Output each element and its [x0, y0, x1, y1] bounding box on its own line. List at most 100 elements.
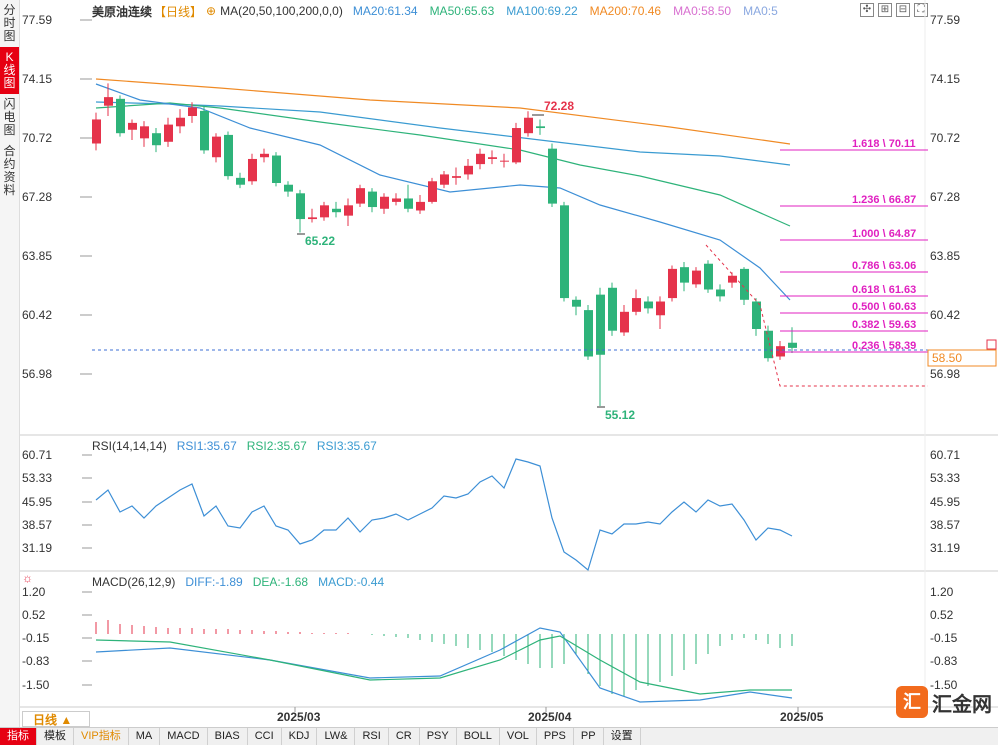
candle-body [596, 294, 605, 355]
crosshair-icon[interactable]: ✣ [860, 3, 874, 17]
fib-label: 1.618 \ 70.11 [852, 138, 916, 150]
candle-body [740, 268, 749, 300]
candle-body [188, 107, 197, 117]
candle-body [644, 301, 653, 309]
rsi-tick-left: 45.95 [22, 495, 52, 509]
rsi-value-1: RSI2:35.67 [246, 439, 307, 453]
rsi-title: RSI(14,14,14) [92, 439, 167, 453]
period-selector[interactable]: 日线 ▲ [22, 711, 90, 727]
candle-body [656, 301, 665, 316]
y-tick-left: 60.42 [22, 308, 52, 322]
zoom-out-icon[interactable]: ⊟ [896, 3, 910, 17]
sidebar-tab-3[interactable]: 合约资料 [3, 144, 16, 197]
candle-body [248, 158, 257, 182]
candle-body [212, 136, 221, 158]
y-tick-right: 67.28 [930, 190, 960, 204]
macd-value-1: DEA:-1.68 [252, 575, 309, 589]
macd-value-2: MACD:-0.44 [318, 575, 385, 589]
indicator-tab-bias[interactable]: BIAS [208, 728, 248, 745]
logo: 汇 汇金网 [896, 686, 992, 718]
logo-mark-icon: 汇 [896, 686, 928, 718]
low-label-2: 55.12 [605, 408, 635, 422]
macd-tick-right: -0.83 [930, 654, 958, 668]
indicator-tab-cci[interactable]: CCI [248, 728, 282, 745]
candle-body [128, 122, 137, 130]
indicator-tab-macd[interactable]: MACD [160, 728, 208, 745]
y-tick-left: 63.85 [22, 249, 52, 263]
indicator-tab-pp[interactable]: PP [574, 728, 604, 745]
candle-body [752, 301, 761, 329]
current-price-box [927, 349, 997, 367]
candle-body [632, 298, 641, 312]
y-tick-left: 56.98 [22, 367, 52, 381]
candle-body [356, 188, 365, 204]
rsi-tick-right: 53.33 [930, 471, 960, 485]
y-tick-right: 56.98 [930, 367, 960, 381]
candle-body [704, 263, 713, 290]
sidebar-tab-0[interactable]: 分时图 [3, 3, 16, 43]
indicator-tab-指标[interactable]: 指标 [0, 728, 37, 745]
fib-label: 0.236 \ 58.39 [852, 340, 916, 352]
indicator-tab-rsi[interactable]: RSI [355, 728, 389, 745]
candle-body [116, 98, 125, 134]
settings-gear-icon[interactable]: ⊕ [206, 4, 217, 18]
candle-body [152, 133, 161, 146]
x-axis-label: 2025/04 [528, 710, 572, 724]
indicator-tab-boll[interactable]: BOLL [457, 728, 500, 745]
indicator-tab-模板[interactable]: 模板 [37, 728, 74, 745]
indicator-tab-psy[interactable]: PSY [420, 728, 457, 745]
candle-body [452, 176, 461, 178]
high-label: 72.28 [544, 99, 574, 113]
candle-body [440, 174, 449, 185]
macd-tick-right: -1.50 [930, 678, 958, 692]
ma-value-2: MA100:69.22 [506, 4, 578, 18]
indicator-tab-ma[interactable]: MA [129, 728, 161, 745]
candle-body [476, 153, 485, 165]
candle-body [524, 117, 533, 134]
candle-body [140, 126, 149, 139]
indicator-tab-kdj[interactable]: KDJ [282, 728, 318, 745]
macd-values: DIFF:-1.89 DEA:-1.68 MACD:-0.44 [185, 575, 384, 589]
chart-area[interactable]: 美原油连续 【日线】 ⊕ MA(20,50,100,200,0,0) MA20:… [20, 0, 998, 727]
candle-body [380, 196, 389, 209]
ma-params: MA(20,50,100,200,0,0) [220, 4, 343, 18]
indicator-tab-vol[interactable]: VOL [500, 728, 537, 745]
candle-body [320, 205, 329, 218]
y-tick-right: 70.72 [930, 131, 960, 145]
indicator-tab-vip指标[interactable]: VIP指标 [74, 728, 129, 745]
macd-legend: MACD(26,12,9) DIFF:-1.89 DEA:-1.68 MACD:-0… [92, 573, 384, 591]
ma-value-5: MA0:5 [743, 4, 778, 18]
ma200-line [95, 78, 791, 145]
kline-chart-svg[interactable]: 77.59 77.59 74.15 74.15 70.72 70.72 67.28 67.28… [20, 0, 998, 727]
main-legend: 美原油连续 【日线】 ⊕ MA(20,50,100,200,0,0) MA20:… [92, 2, 778, 20]
fib-label: 0.786 \ 63.06 [852, 260, 916, 272]
sidebar-tab-2[interactable]: 闪电图 [3, 97, 16, 137]
indicator-tab-cr[interactable]: CR [389, 728, 420, 745]
candle-body [716, 289, 725, 297]
candle-body [404, 198, 413, 209]
candle-body [680, 267, 689, 283]
rsi-tick-right: 45.95 [930, 495, 960, 509]
y-tick-left: 70.72 [22, 131, 52, 145]
candle-body [164, 124, 173, 142]
indicator-tab-lw&[interactable]: LW& [317, 728, 356, 745]
indicator-tab-设置[interactable]: 设置 [604, 728, 641, 745]
y-tick-right: 77.59 [930, 13, 960, 27]
candle-body [272, 155, 281, 184]
rsi-value-2: RSI3:35.67 [316, 439, 377, 453]
macd-title: MACD(26,12,9) [92, 575, 176, 589]
macd-tick-right: 0.52 [930, 608, 954, 622]
zoom-in-icon[interactable]: ⊞ [878, 3, 892, 17]
candle-body [260, 153, 269, 158]
candle-body [308, 217, 317, 220]
macd-tick-right: -0.15 [930, 631, 958, 645]
fib-label: 0.618 \ 61.63 [852, 284, 916, 296]
indicator-tab-pps[interactable]: PPS [537, 728, 574, 745]
macd-value-0: DIFF:-1.89 [185, 575, 243, 589]
candle-body [416, 201, 425, 211]
macd-tick-right: 1.20 [930, 585, 954, 599]
candle-body [572, 299, 581, 307]
candle-body [608, 287, 617, 331]
low-label-1: 65.22 [305, 234, 335, 248]
